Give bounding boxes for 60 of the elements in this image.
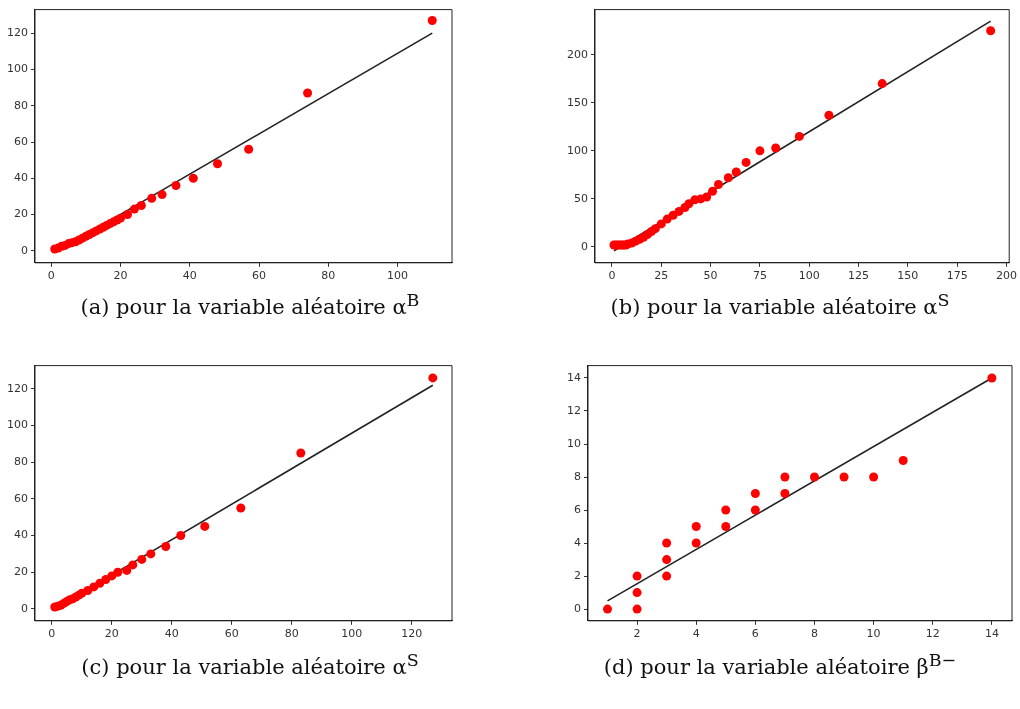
x-tick-label: 60 (252, 269, 267, 283)
x-tick-label: 8 (810, 627, 818, 641)
y-tick-label: 20 (14, 565, 28, 579)
x-tick-label: 4 (692, 627, 700, 641)
y-tick-label: 12 (567, 403, 581, 417)
y-tick-label: 0 (21, 243, 28, 257)
x-tick-label: 125 (848, 269, 870, 283)
x-tick-label: 120 (401, 627, 423, 641)
x-tick-label: 10 (866, 627, 881, 641)
y-tick-label: 60 (14, 134, 28, 148)
x-tick-label: 100 (798, 269, 820, 283)
x-tick-label: 40 (182, 269, 197, 283)
x-tick-label: 100 (341, 627, 363, 641)
x-tick-label: 50 (703, 269, 718, 283)
y-tick-label: 100 (7, 62, 28, 76)
x-tick-label: 175 (946, 269, 968, 283)
y-tick-label: 8 (574, 469, 581, 483)
x-tick-label: 150 (897, 269, 919, 283)
y-tick-label: 20 (14, 207, 28, 221)
x-tick-label: 20 (113, 269, 128, 283)
x-tick-label: 80 (321, 269, 336, 283)
y-tick-label: 100 (7, 418, 28, 432)
y-tick-label: 120 (7, 381, 28, 395)
text: (d) pour la variable aléatoire β$^{B−}$ (602, 649, 958, 680)
x-tick-label: 6 (751, 627, 759, 641)
y-tick-label: 10 (567, 436, 581, 450)
x-tick-label: 0 (608, 269, 616, 283)
y-tick-label: 0 (21, 601, 28, 615)
text: (c) pour la variable aléatoire α$^{S}$ (80, 649, 420, 680)
y-tick-label: 50 (574, 191, 588, 205)
x-tick-label: 0 (48, 627, 56, 641)
y-tick-label: 0 (581, 239, 588, 253)
y-tick-label: 0 (574, 601, 581, 615)
x-tick-label: 40 (164, 627, 179, 641)
x-tick-label: 2 (633, 627, 641, 641)
text: (b) pour la variable aléatoire α$^{S}$ (609, 289, 951, 320)
x-tick-label: 25 (654, 269, 669, 283)
y-tick-label: 14 (567, 370, 581, 384)
x-tick-label: 14 (984, 627, 999, 641)
y-tick-label: 150 (567, 95, 588, 109)
x-tick-label: 200 (995, 269, 1017, 283)
x-tick-label: 0 (47, 269, 55, 283)
y-tick-label: 80 (14, 98, 28, 112)
y-tick-label: 40 (14, 528, 28, 542)
text: (a) pour la variable aléatoire α$^{B}$ (79, 289, 421, 320)
y-tick-label: 2 (574, 568, 581, 582)
x-tick-label: 12 (925, 627, 940, 641)
y-tick-label: 40 (14, 171, 28, 185)
x-tick-label: 75 (752, 269, 767, 283)
x-tick-label: 20 (104, 627, 119, 641)
y-tick-label: 4 (574, 535, 581, 549)
y-tick-label: 120 (7, 26, 28, 40)
y-tick-label: 6 (574, 502, 581, 516)
y-tick-label: 200 (567, 47, 588, 61)
y-tick-label: 60 (14, 491, 28, 505)
y-tick-label: 80 (14, 455, 28, 469)
y-tick-label: 100 (567, 143, 588, 157)
x-tick-label: 100 (387, 269, 409, 283)
x-tick-label: 80 (284, 627, 299, 641)
x-tick-label: 60 (224, 627, 239, 641)
